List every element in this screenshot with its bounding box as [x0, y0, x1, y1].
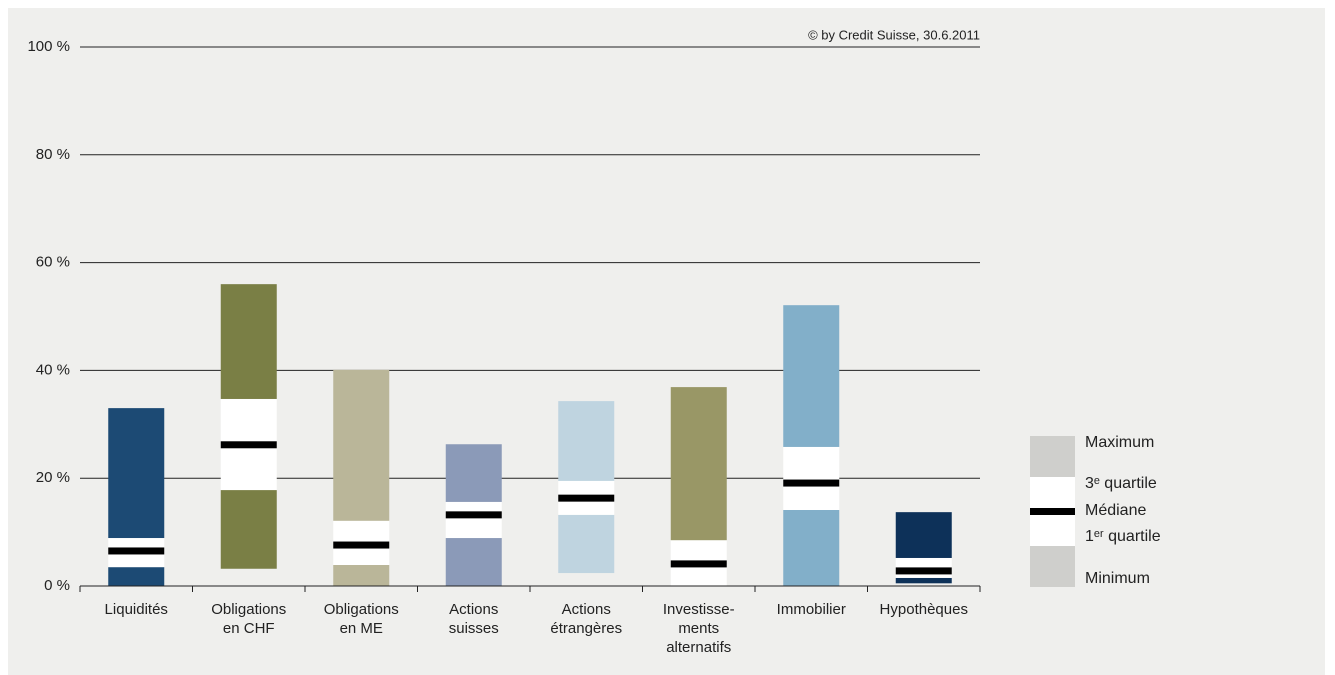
whisker-upper [445, 444, 502, 502]
median [558, 494, 615, 502]
y-tick-label: 0 % [44, 577, 70, 594]
whisker-upper [333, 369, 390, 521]
whisker-upper [108, 408, 165, 539]
x-tick-label: Obligations en CHF [211, 601, 287, 637]
x-tick-label: Hypothèques [879, 601, 968, 618]
whisker-upper [558, 401, 615, 481]
legend-swatch [1030, 508, 1075, 515]
x-tick-label: Liquidités [104, 601, 168, 618]
whisker-lower [333, 564, 390, 586]
whisker-upper [220, 284, 277, 399]
x-tick-label: Investisse- ments alternatifs [662, 601, 735, 656]
legend-label: 1ᵉʳ quartile [1085, 528, 1161, 545]
whisker-lower [220, 490, 277, 569]
whisker-lower [895, 577, 952, 584]
median [895, 567, 952, 575]
x-tick-label: Actions suisses [448, 601, 499, 637]
legend-swatch [1030, 436, 1075, 477]
whisker-upper [670, 387, 727, 541]
median [333, 541, 390, 549]
median [220, 441, 277, 449]
legend-swatch [1030, 546, 1075, 587]
median [783, 479, 840, 487]
x-tick-label: Obligations en ME [323, 601, 399, 637]
box [783, 446, 840, 511]
whisker-lower [558, 514, 615, 574]
x-tick-label: Immobilier [776, 601, 846, 618]
whisker-lower [445, 538, 502, 586]
box [445, 501, 502, 539]
whisker-lower [783, 510, 840, 586]
legend-label: Maximum [1085, 434, 1154, 451]
median [445, 511, 502, 519]
whisker-upper [783, 305, 840, 447]
legend-label: Minimum [1085, 570, 1150, 587]
legend-label: Médiane [1085, 502, 1146, 519]
whisker-lower [108, 567, 165, 586]
source: © by Credit Suisse, 30.6.2011 [808, 27, 980, 42]
whisker-upper [895, 512, 952, 558]
median [108, 547, 165, 555]
median [670, 560, 727, 568]
y-tick-label: 80 % [36, 146, 70, 163]
x-tick-label: Actions étrangères [550, 601, 623, 637]
y-tick-label: 100 % [27, 38, 70, 55]
y-tick-label: 60 % [36, 254, 70, 271]
y-tick-label: 40 % [36, 361, 70, 378]
y-tick-label: 20 % [36, 469, 70, 486]
legend-label: 3ᵉ quartile [1085, 475, 1157, 492]
